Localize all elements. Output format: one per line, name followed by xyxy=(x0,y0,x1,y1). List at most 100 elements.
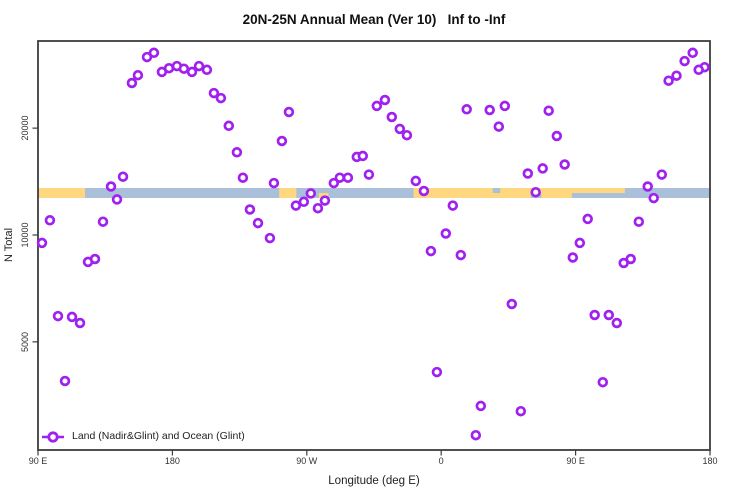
y-tick-label: 10000 xyxy=(20,222,30,248)
data-point xyxy=(268,177,280,189)
data-point xyxy=(440,228,452,239)
data-point xyxy=(328,177,340,189)
data-point xyxy=(126,77,138,89)
data-point xyxy=(117,171,129,182)
data-point xyxy=(305,188,317,199)
data-point xyxy=(506,298,518,310)
data-point xyxy=(493,121,505,132)
x-axis-title: Longitude (deg E) xyxy=(328,475,420,487)
data-point xyxy=(431,366,443,378)
data-point xyxy=(244,204,256,215)
map-strip-land xyxy=(38,188,86,198)
data-point xyxy=(567,252,579,263)
data-point xyxy=(44,215,56,226)
data-point xyxy=(484,104,495,116)
data-point xyxy=(537,163,548,174)
data-point xyxy=(312,202,324,214)
map-strip-ocean-notch xyxy=(492,188,501,193)
data-point xyxy=(52,310,64,322)
data-point xyxy=(530,186,541,198)
data-point xyxy=(401,129,413,141)
data-point xyxy=(455,249,467,261)
data-point xyxy=(371,100,383,112)
data-point xyxy=(215,92,227,104)
data-point xyxy=(551,130,563,142)
data-point xyxy=(342,172,354,183)
data-point xyxy=(425,245,437,257)
data-point xyxy=(105,181,117,192)
data-point xyxy=(656,169,668,180)
data-point xyxy=(357,150,369,162)
chart-title: 20N-25N Annual Mean (Ver 10) Inf to -Inf xyxy=(242,12,506,27)
data-point xyxy=(687,47,698,59)
data-point xyxy=(418,185,430,197)
data-point xyxy=(132,69,144,81)
data-point xyxy=(499,100,511,112)
data-point xyxy=(642,181,653,192)
x-tick-label: 0 xyxy=(438,456,444,466)
data-point xyxy=(36,237,48,249)
data-point xyxy=(522,168,534,179)
data-point xyxy=(589,309,600,321)
legend-label: Land (Nadir&Glint) and Ocean (Glint) xyxy=(72,430,245,442)
data-point xyxy=(264,232,276,244)
data-point xyxy=(319,195,331,206)
data-point xyxy=(66,311,78,323)
data-point xyxy=(379,94,391,106)
data-point xyxy=(394,123,406,135)
data-point xyxy=(290,200,302,211)
data-point xyxy=(208,87,220,99)
x-tick-label: 90 W xyxy=(296,456,318,466)
data-point xyxy=(475,400,487,412)
data-point xyxy=(633,216,645,227)
data-point xyxy=(515,405,527,417)
data-point xyxy=(693,64,704,76)
data-point xyxy=(559,159,570,170)
map-strip-land xyxy=(279,188,297,198)
data-point xyxy=(74,317,86,329)
data-point xyxy=(648,192,659,204)
x-tick-label: 90 E xyxy=(28,456,48,466)
data-point xyxy=(298,196,310,208)
data-point xyxy=(625,253,636,265)
data-point xyxy=(193,60,205,72)
data-point xyxy=(223,120,235,132)
y-tick-label: 20000 xyxy=(20,115,30,141)
data-point xyxy=(252,217,264,229)
map-strip-ocean xyxy=(38,188,710,198)
x-tick-label: 90 E xyxy=(566,456,585,466)
data-point xyxy=(470,429,482,441)
data-point xyxy=(276,135,288,147)
data-point xyxy=(597,376,609,388)
data-point xyxy=(283,106,295,118)
data-point xyxy=(543,105,554,116)
x-tick-label: 180 xyxy=(164,456,180,466)
data-point xyxy=(186,66,198,78)
map-strip-land xyxy=(413,188,625,198)
data-point xyxy=(59,375,71,387)
data-point xyxy=(237,172,249,183)
data-point xyxy=(386,111,398,123)
data-point xyxy=(231,147,243,158)
data-point xyxy=(447,200,459,211)
map-strip-ocean-notch xyxy=(571,193,625,198)
data-point xyxy=(611,317,623,329)
data-point xyxy=(410,175,422,187)
data-point xyxy=(89,253,101,265)
data-point xyxy=(582,213,593,225)
data-point xyxy=(178,63,190,74)
data-point xyxy=(671,70,682,81)
data-point xyxy=(603,309,615,321)
data-point xyxy=(663,75,674,86)
data-point xyxy=(363,169,375,180)
map-strip-land-patch xyxy=(318,193,329,198)
data-point xyxy=(97,216,109,227)
data-point xyxy=(148,47,160,59)
data-point xyxy=(111,194,123,205)
x-tick-label: 180 xyxy=(702,456,718,466)
data-point xyxy=(461,104,472,115)
legend-marker-icon xyxy=(47,431,59,443)
data-point xyxy=(574,237,586,249)
